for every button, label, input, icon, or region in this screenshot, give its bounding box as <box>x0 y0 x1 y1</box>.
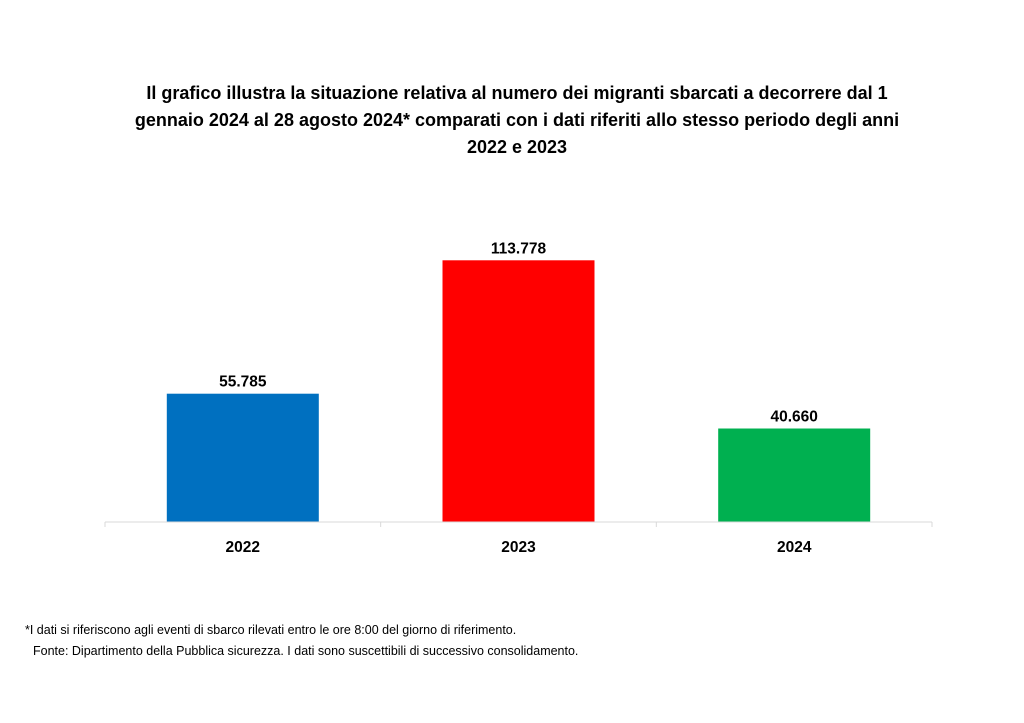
category-labels-group: 2022 2023 2024 <box>226 539 812 556</box>
data-label-2023: 113.778 <box>491 240 547 257</box>
bar-2022 <box>166 393 319 522</box>
x-tick-label-2022: 2022 <box>226 539 260 556</box>
bar-2024 <box>718 428 871 522</box>
chart-title-line-3: 2022 e 2023 <box>466 137 568 157</box>
data-labels-group: 55.785 113.778 40.660 <box>219 240 818 425</box>
x-tick-label-2024: 2024 <box>777 539 812 556</box>
bars-group <box>166 260 871 522</box>
footnote-note: *I dati si riferiscono agli eventi di sb… <box>25 623 517 637</box>
footnote-source: Fonte: Dipartimento della Pubblica sicur… <box>33 644 579 658</box>
chart-title-line-2: gennaio 2024 al 28 agosto 2024* comparat… <box>134 110 900 130</box>
chart-title: Il grafico illustra la situazione relati… <box>112 80 922 161</box>
data-label-2022: 55.785 <box>219 374 267 391</box>
chart-title-line-1: Il grafico illustra la situazione relati… <box>146 83 888 103</box>
x-tick-label-2023: 2023 <box>501 539 536 556</box>
bar-2023 <box>442 260 595 522</box>
data-label-2024: 40.660 <box>770 409 817 426</box>
x-axis-ticks <box>104 522 933 527</box>
footnotes: *I dati si riferiscono agli eventi di sb… <box>25 620 578 662</box>
